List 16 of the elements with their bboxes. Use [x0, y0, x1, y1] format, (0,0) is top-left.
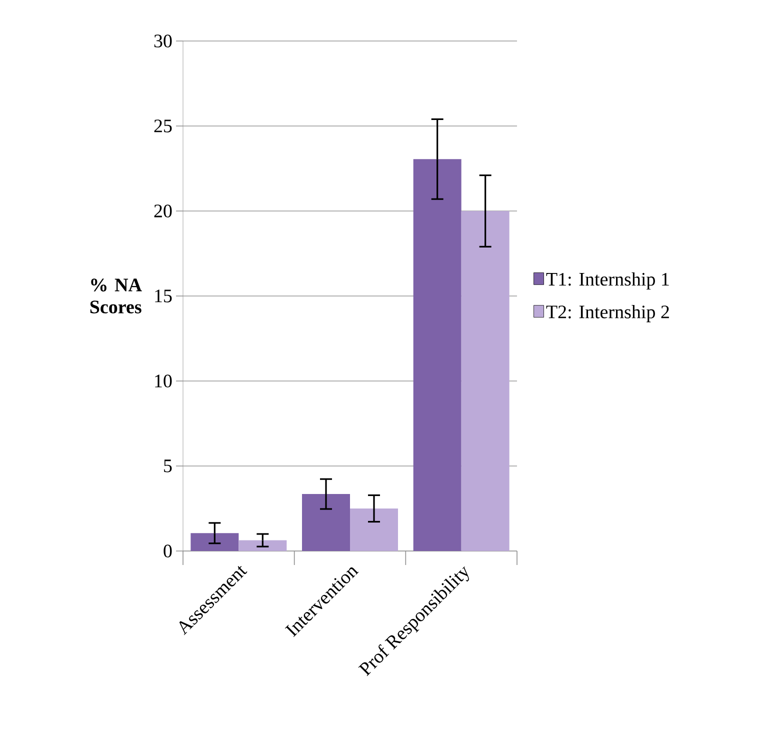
y-tick-label: 20	[154, 204, 172, 218]
legend-label: T2: Internship 2	[546, 304, 669, 322]
y-tick-label: 30	[154, 34, 172, 48]
y-tick-label: 5	[164, 460, 172, 472]
bar	[238, 540, 287, 551]
bar	[350, 508, 398, 551]
legend-label: T1: Internship 1	[546, 272, 669, 290]
y-tick-label: 0	[164, 544, 172, 558]
y-tick-label: 10	[155, 374, 172, 388]
y-tick-label: 25	[154, 120, 172, 132]
y-tick-label: 15	[155, 290, 172, 302]
y-axis-title: % NA Scores	[90, 278, 142, 314]
bar	[190, 533, 239, 551]
bar	[302, 494, 350, 551]
bar	[461, 210, 510, 551]
bar	[413, 159, 462, 551]
